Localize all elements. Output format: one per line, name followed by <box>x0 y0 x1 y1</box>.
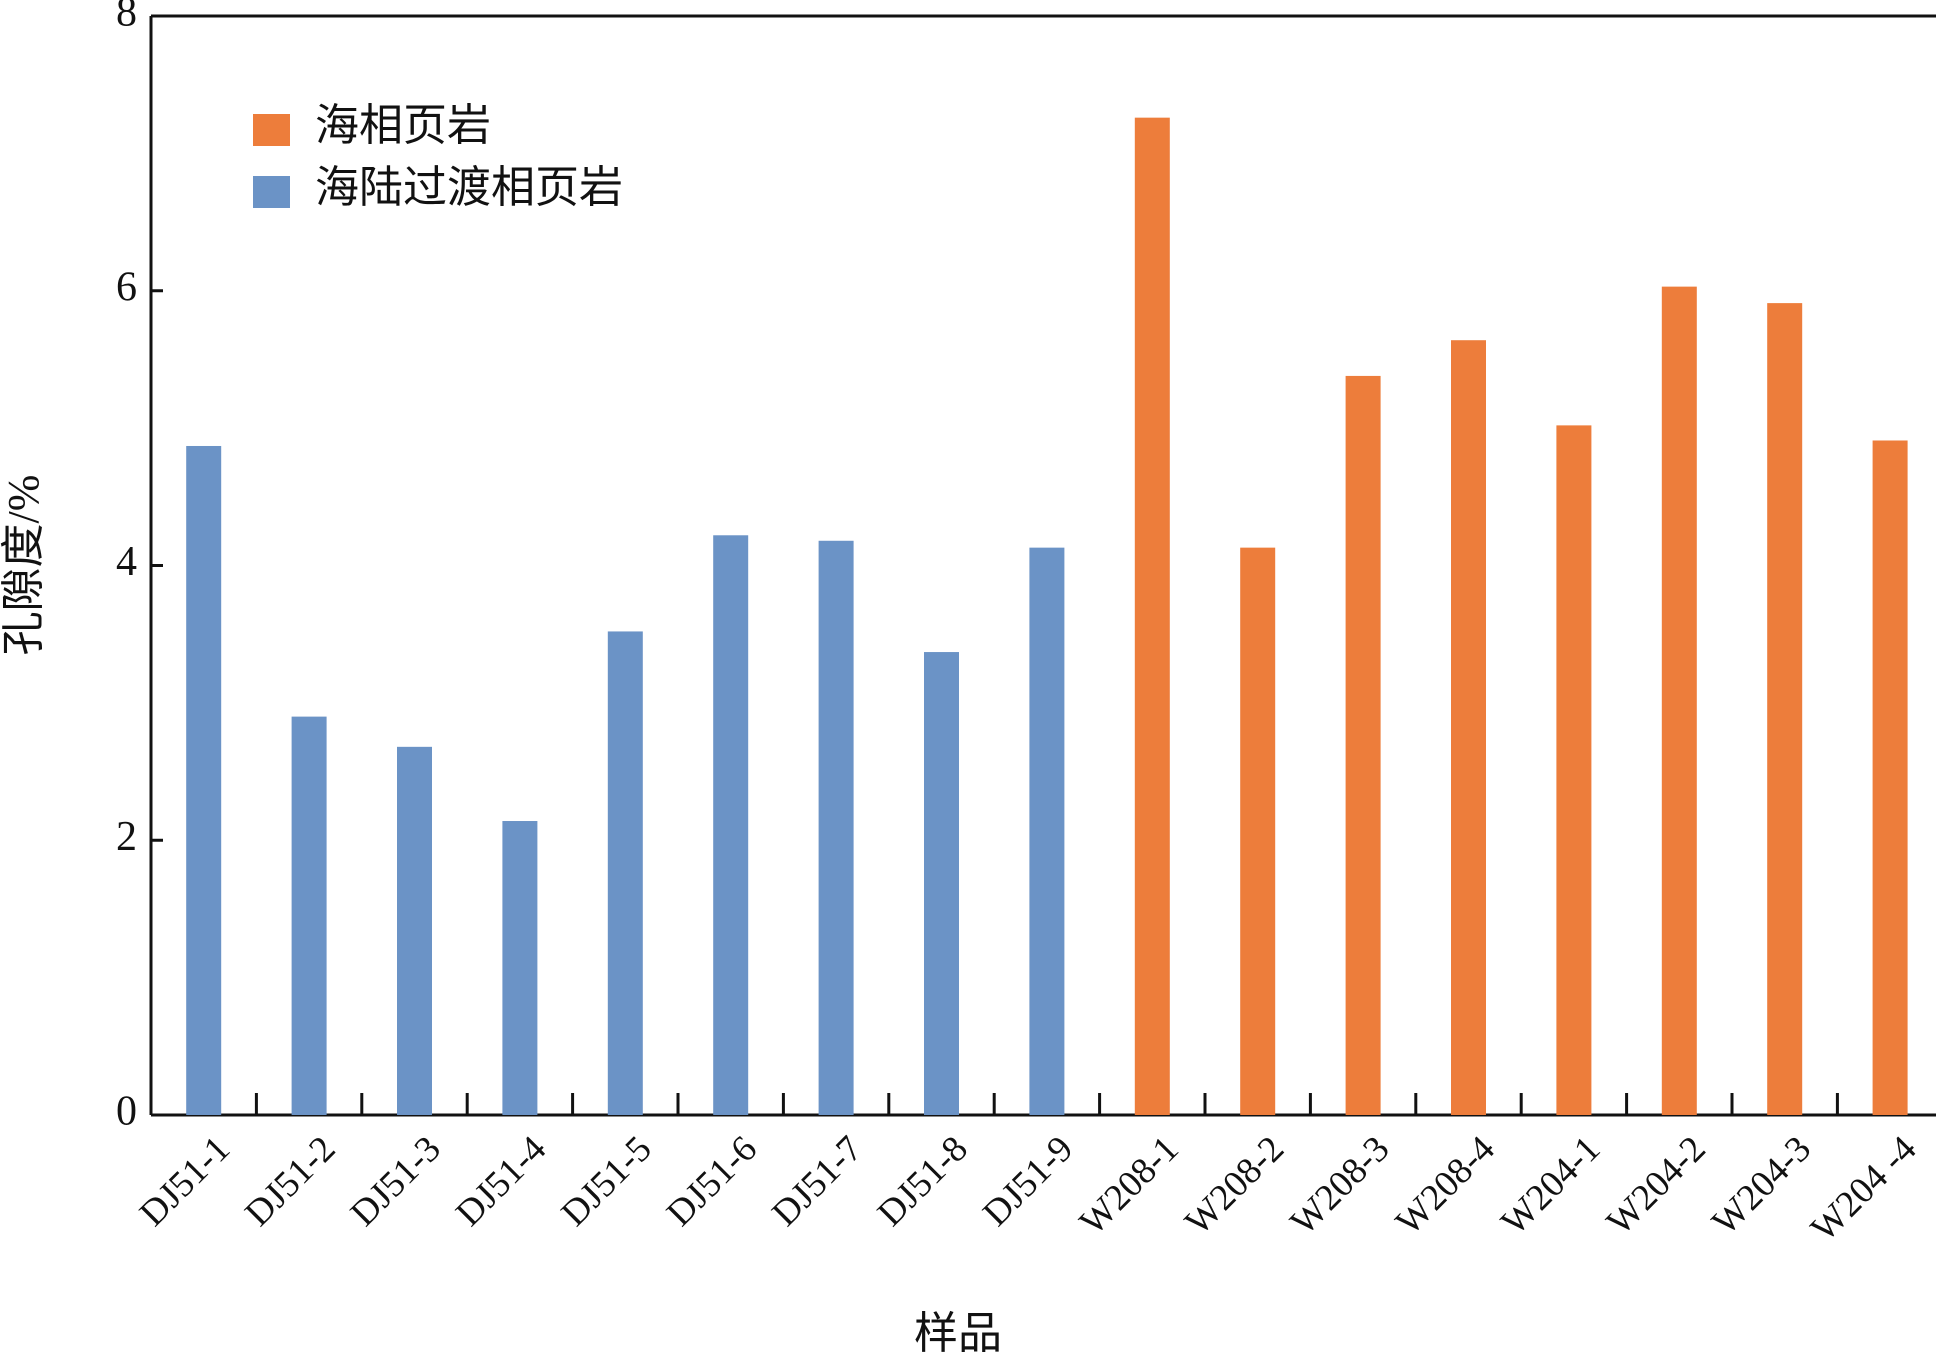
x-tick-label: W204-3 <box>1704 1128 1819 1243</box>
x-tick-label: DJ51-5 <box>554 1128 660 1234</box>
bar <box>818 540 854 1115</box>
y-tick-label: 0 <box>116 1089 137 1135</box>
x-tick-label: W208-4 <box>1388 1128 1503 1243</box>
bar <box>924 652 959 1115</box>
x-tick-label: W204 -4 <box>1803 1128 1924 1249</box>
x-tick-label: DJ51-2 <box>237 1128 343 1234</box>
bar <box>1345 375 1381 1115</box>
x-tick-label: W208-1 <box>1072 1128 1187 1243</box>
x-axis-label: 样品 <box>914 1309 1002 1358</box>
bar <box>1240 547 1276 1115</box>
legend-label: 海陆过渡相页岩 <box>315 163 623 212</box>
bar <box>607 631 643 1115</box>
legend-label: 海相页岩 <box>315 101 491 150</box>
x-tick-label: DJ51-1 <box>132 1128 238 1234</box>
bar <box>713 535 749 1115</box>
bar <box>1556 425 1592 1115</box>
y-tick-label: 4 <box>116 539 137 585</box>
bar <box>1029 547 1065 1115</box>
legend-swatch <box>253 114 290 146</box>
x-tick-label: DJ51-4 <box>448 1128 554 1234</box>
x-tick-label: DJ51-6 <box>659 1128 765 1234</box>
x-tick-label: DJ51-3 <box>343 1128 449 1234</box>
x-tick-label: W208-3 <box>1283 1128 1398 1243</box>
x-tick-label: W204-2 <box>1599 1128 1714 1243</box>
x-tick-label: W208-2 <box>1177 1128 1292 1243</box>
y-tick-label: 2 <box>116 814 137 860</box>
bar <box>1661 286 1697 1115</box>
x-tick-label: W204-1 <box>1494 1128 1609 1243</box>
bar <box>186 445 222 1115</box>
bar <box>502 821 538 1115</box>
bar <box>1134 117 1170 1116</box>
legend-swatch <box>253 176 290 208</box>
bar <box>397 746 432 1115</box>
bar <box>291 716 327 1115</box>
y-axis-label: 孔隙度/% <box>0 475 48 656</box>
y-tick-label: 8 <box>116 0 137 36</box>
x-tick-label: DJ51-9 <box>975 1128 1081 1234</box>
x-tick-label: DJ51-8 <box>870 1128 976 1234</box>
bar <box>1451 340 1486 1116</box>
bar <box>1767 303 1803 1115</box>
x-tick-label: DJ51-7 <box>764 1128 870 1234</box>
bar <box>1872 440 1908 1115</box>
y-tick-label: 6 <box>116 264 137 310</box>
